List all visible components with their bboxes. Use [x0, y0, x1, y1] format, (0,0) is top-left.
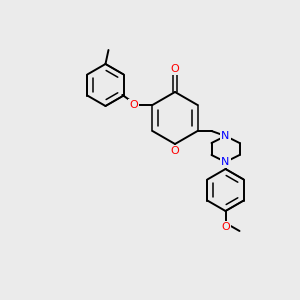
- Text: O: O: [171, 64, 179, 74]
- Text: O: O: [221, 222, 230, 232]
- Text: O: O: [129, 100, 138, 110]
- Text: N: N: [221, 157, 230, 167]
- Text: O: O: [171, 146, 179, 156]
- Text: N: N: [221, 131, 230, 141]
